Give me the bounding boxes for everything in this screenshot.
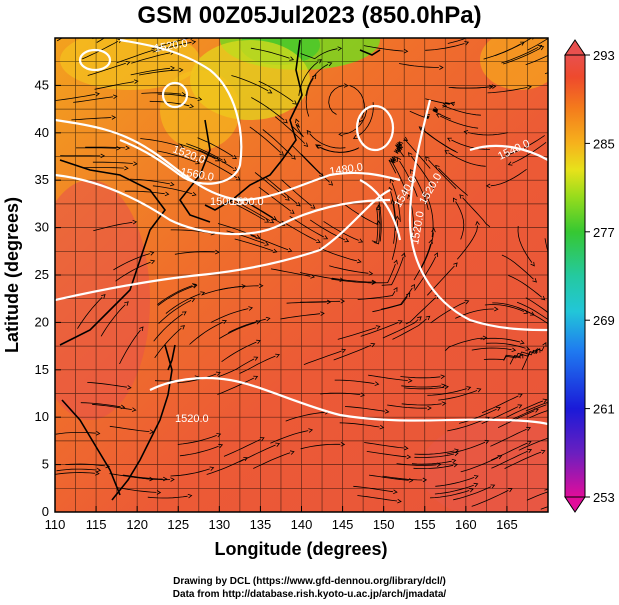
x-tick-label: 155 bbox=[414, 517, 436, 532]
x-axis-ticks: 110 115 120 125 130 135 140 145 150 155 160 165 bbox=[45, 506, 518, 532]
contour-label: 1520.0 bbox=[409, 210, 427, 245]
x-tick-label: 150 bbox=[373, 517, 395, 532]
y-tick-label: 20 bbox=[35, 314, 49, 329]
contour-label: 1560.0 bbox=[179, 166, 214, 184]
x-tick-label: 135 bbox=[250, 517, 272, 532]
colorbar-bottom-arrow bbox=[564, 496, 586, 513]
chart-title: GSM 00Z05Jul2023 (850.0hPa) bbox=[137, 2, 482, 29]
y-tick-label: 40 bbox=[35, 125, 49, 140]
colorbar-tick-label: 293 bbox=[593, 48, 615, 63]
contour-label: 1520.0 bbox=[153, 37, 188, 55]
x-tick-label: 165 bbox=[496, 517, 518, 532]
colorbar-tick-label: 269 bbox=[593, 313, 615, 328]
y-tick-label: 25 bbox=[35, 267, 49, 282]
colorbar-ticks: 293 285 277 269 261 253 bbox=[585, 48, 615, 505]
colorbar-gradient bbox=[565, 55, 585, 497]
colorbar-top-arrow bbox=[564, 39, 586, 56]
grid-lines bbox=[55, 38, 548, 512]
colorbar-tick-label: 253 bbox=[593, 490, 615, 505]
temperature-field bbox=[55, 38, 548, 512]
y-tick-label: 0 bbox=[42, 504, 49, 519]
y-tick-label: 15 bbox=[35, 362, 49, 377]
coastline bbox=[59, 39, 381, 501]
y-tick-label: 5 bbox=[42, 457, 49, 472]
x-tick-label: 120 bbox=[126, 517, 148, 532]
x-axis-label: Longitude (degrees) bbox=[214, 539, 387, 559]
credit-data: Data from http://database.rish.kyoto-u.a… bbox=[172, 589, 447, 600]
x-tick-label: 130 bbox=[208, 517, 230, 532]
y-tick-label: 30 bbox=[35, 220, 49, 235]
y-axis-ticks: 0 5 10 15 20 25 30 35 40 45 bbox=[35, 77, 61, 519]
geopotential-contours bbox=[55, 38, 548, 426]
colorbar: 293 285 277 269 261 253 bbox=[564, 39, 615, 513]
credit-drawing: Drawing by DCL (https://www.gfd-dennou.o… bbox=[173, 576, 446, 587]
x-tick-label: 125 bbox=[167, 517, 189, 532]
y-tick-label: 35 bbox=[35, 172, 49, 187]
colorbar-tick-label: 285 bbox=[593, 136, 615, 151]
x-tick-label: 160 bbox=[455, 517, 477, 532]
x-tick-label: 140 bbox=[291, 517, 313, 532]
contour-label: 1500.0 bbox=[230, 196, 264, 208]
contour-label: 1520.0 bbox=[175, 413, 209, 425]
contour-label: 1480.0 bbox=[329, 161, 364, 178]
x-tick-label: 115 bbox=[86, 517, 107, 532]
y-axis-label: Latitude (degrees) bbox=[2, 197, 22, 353]
x-tick-label: 145 bbox=[332, 517, 354, 532]
colorbar-tick-label: 261 bbox=[593, 402, 615, 417]
y-tick-label: 45 bbox=[35, 77, 49, 92]
contour-label: 1500.0 bbox=[210, 196, 244, 208]
x-tick-label: 110 bbox=[45, 517, 66, 532]
y-tick-label: 10 bbox=[35, 409, 49, 424]
colorbar-tick-label: 277 bbox=[593, 225, 615, 240]
